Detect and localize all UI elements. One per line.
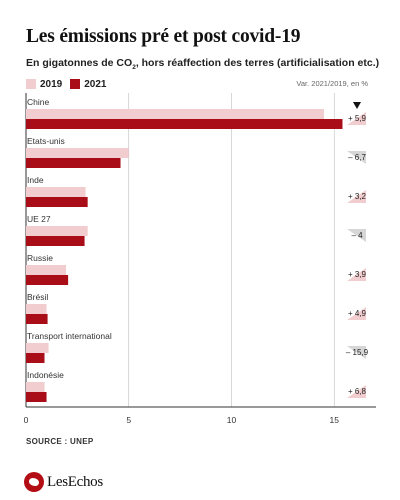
legend-swatch-2019 (26, 79, 36, 89)
source-note: SOURCE : UNEP (26, 437, 94, 446)
category-label: Russie (27, 253, 53, 263)
variation-value: + 4,9 (348, 309, 367, 318)
bar-2021 (26, 197, 88, 207)
chart-subtitle: En gigatonnes de CO2, hors réaffection d… (26, 57, 396, 71)
chart-legend: 2019 2021 (26, 77, 115, 91)
variation-down-icon (347, 151, 366, 164)
bar-2019 (26, 304, 47, 314)
variation-up-icon (347, 112, 366, 125)
variation-header: Var. 2021/2019, en % (296, 79, 368, 88)
bar-2019 (26, 148, 129, 158)
bar-2021 (26, 236, 85, 246)
bar-2021 (26, 119, 343, 129)
bar-2021 (26, 353, 45, 363)
category-label: Brésil (27, 292, 48, 302)
variation-value: + 6,8 (348, 387, 367, 396)
variation-up-icon (347, 268, 366, 281)
variation-value: + 3,9 (348, 270, 367, 279)
variation-down-icon (347, 229, 366, 242)
brand-logo: LesEchos (24, 472, 103, 492)
legend-label-2021: 2021 (84, 78, 107, 90)
subtitle-tail: , hors réaffection des terres (artificia… (135, 57, 380, 69)
bar-2021 (26, 275, 69, 285)
x-tick-label-2: 10 (227, 415, 237, 425)
chart-title: Les émissions pré et post covid-19 (26, 26, 301, 47)
variation-up-icon (347, 190, 366, 203)
subtitle-main: En gigatonnes de CO (26, 57, 133, 69)
category-label: Indonésie (27, 370, 64, 380)
legend-swatch-2021 (70, 79, 81, 89)
legend-item-2019: 2019 (26, 79, 62, 90)
bar-2019 (26, 265, 67, 275)
bar-2021 (26, 158, 121, 168)
bar-2019 (26, 109, 324, 119)
category-label: UE 27 (27, 214, 51, 224)
variation-up-icon (347, 307, 366, 320)
brand-mark-icon (24, 472, 44, 492)
sort-triangle-icon (353, 102, 361, 109)
category-label: Transport international (27, 331, 112, 341)
subtitle-subscript: 2 (132, 64, 136, 72)
brand-wordmark: LesEchos (47, 473, 103, 490)
variation-value: – 6,7 (348, 153, 366, 162)
bar-2019 (26, 226, 88, 236)
x-tick-label-3: 15 (330, 415, 340, 425)
category-label: Inde (27, 175, 44, 185)
variation-value: + 3,2 (348, 192, 367, 201)
legend-item-2021: 2021 (70, 78, 107, 90)
category-label: Chine (27, 97, 49, 107)
variation-up-icon (347, 385, 366, 398)
bar-2019 (26, 187, 86, 197)
bar-2021 (26, 392, 47, 402)
variation-value: – 15,9 (346, 348, 369, 357)
variation-value: – 4 (351, 231, 363, 240)
bar-2019 (26, 382, 45, 392)
x-tick-label-1: 5 (126, 415, 131, 425)
category-label: Etats-unis (27, 136, 65, 146)
variation-down-icon (347, 346, 366, 359)
variation-value: + 5,9 (348, 114, 367, 123)
bar-2021 (26, 314, 48, 324)
legend-label-2019: 2019 (40, 78, 63, 90)
bar-2019 (26, 343, 49, 353)
x-tick-label-0: 0 (24, 415, 29, 425)
